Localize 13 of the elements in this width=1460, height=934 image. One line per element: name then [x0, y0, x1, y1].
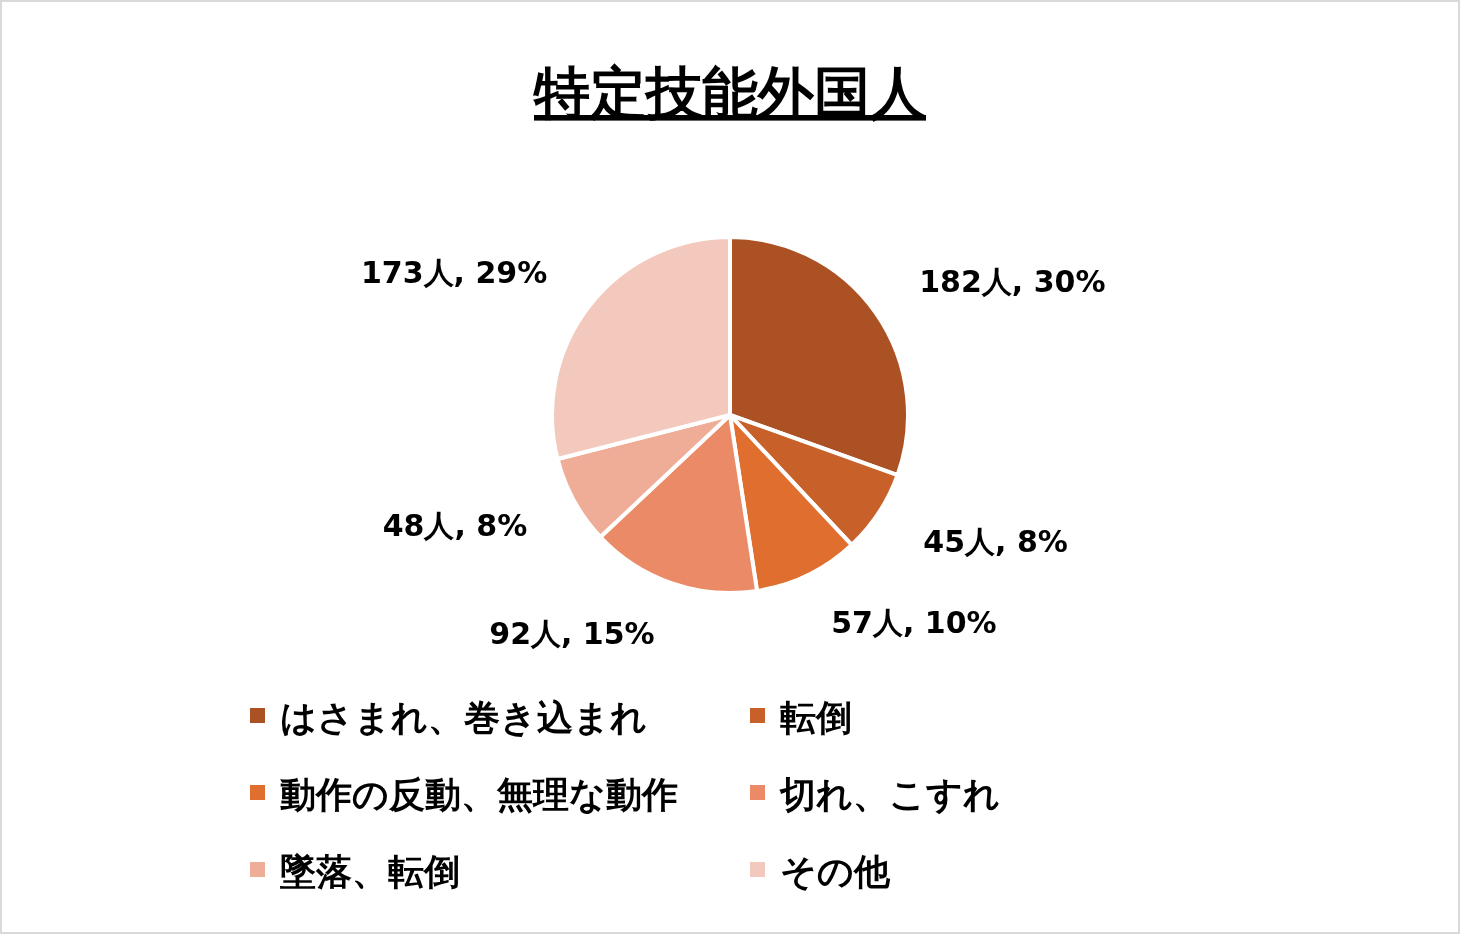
legend-label: その他: [780, 851, 891, 892]
data-label: 48人, 8%: [382, 508, 528, 544]
legend-label: 動作の反動、無理な動作: [280, 774, 678, 815]
legend-label: 転倒: [780, 697, 852, 738]
data-label: 173人, 29%: [360, 255, 548, 291]
data-label: 45人, 8%: [923, 524, 1068, 560]
data-label: 182人, 30%: [919, 263, 1106, 299]
legend-label: 切れ、こすれ: [779, 774, 1000, 815]
chart-title: 特定技能外国人: [532, 60, 926, 125]
legend-label: 墜落、転倒: [279, 851, 460, 892]
data-label: 92人, 15%: [489, 615, 655, 651]
data-label: 57人, 10%: [831, 605, 997, 641]
legend-label: はさまれ、巻き込まれ: [280, 697, 647, 738]
